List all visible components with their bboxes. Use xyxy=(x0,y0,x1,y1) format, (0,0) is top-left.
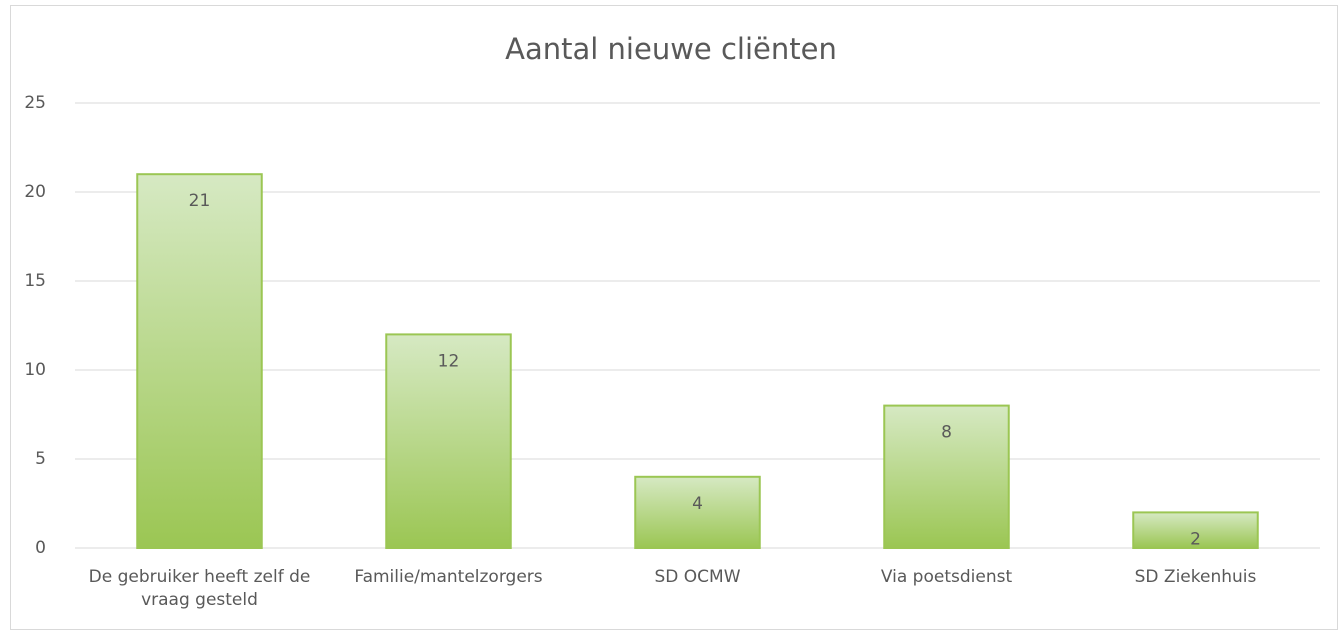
x-tick-label: SD Ziekenhuis xyxy=(1134,567,1257,587)
chart-title: Aantal nieuwe cliënten xyxy=(505,32,837,66)
x-tick-label: De gebruiker heeft zelf de vraag gesteld xyxy=(88,567,311,610)
data-label: 2 xyxy=(1190,529,1201,549)
y-tick-label: 25 xyxy=(24,93,46,113)
data-label: 4 xyxy=(692,494,703,514)
x-tick-label: SD OCMW xyxy=(654,567,741,587)
bar xyxy=(385,333,512,549)
bar xyxy=(1132,511,1259,550)
y-tick-label: 15 xyxy=(24,271,46,291)
bar xyxy=(883,404,1010,549)
bar xyxy=(136,173,263,549)
data-label: 21 xyxy=(189,191,211,211)
y-tick-label: 0 xyxy=(35,538,46,558)
bar xyxy=(634,475,761,549)
data-label: 8 xyxy=(941,423,952,443)
x-tick-label: Familie/mantelzorgers xyxy=(354,567,543,587)
y-tick-label: 20 xyxy=(24,182,46,202)
y-tick-label: 5 xyxy=(35,449,46,469)
data-label: 12 xyxy=(438,351,460,371)
x-tick-label: Via poetsdienst xyxy=(880,567,1013,587)
y-tick-label: 10 xyxy=(24,360,46,380)
